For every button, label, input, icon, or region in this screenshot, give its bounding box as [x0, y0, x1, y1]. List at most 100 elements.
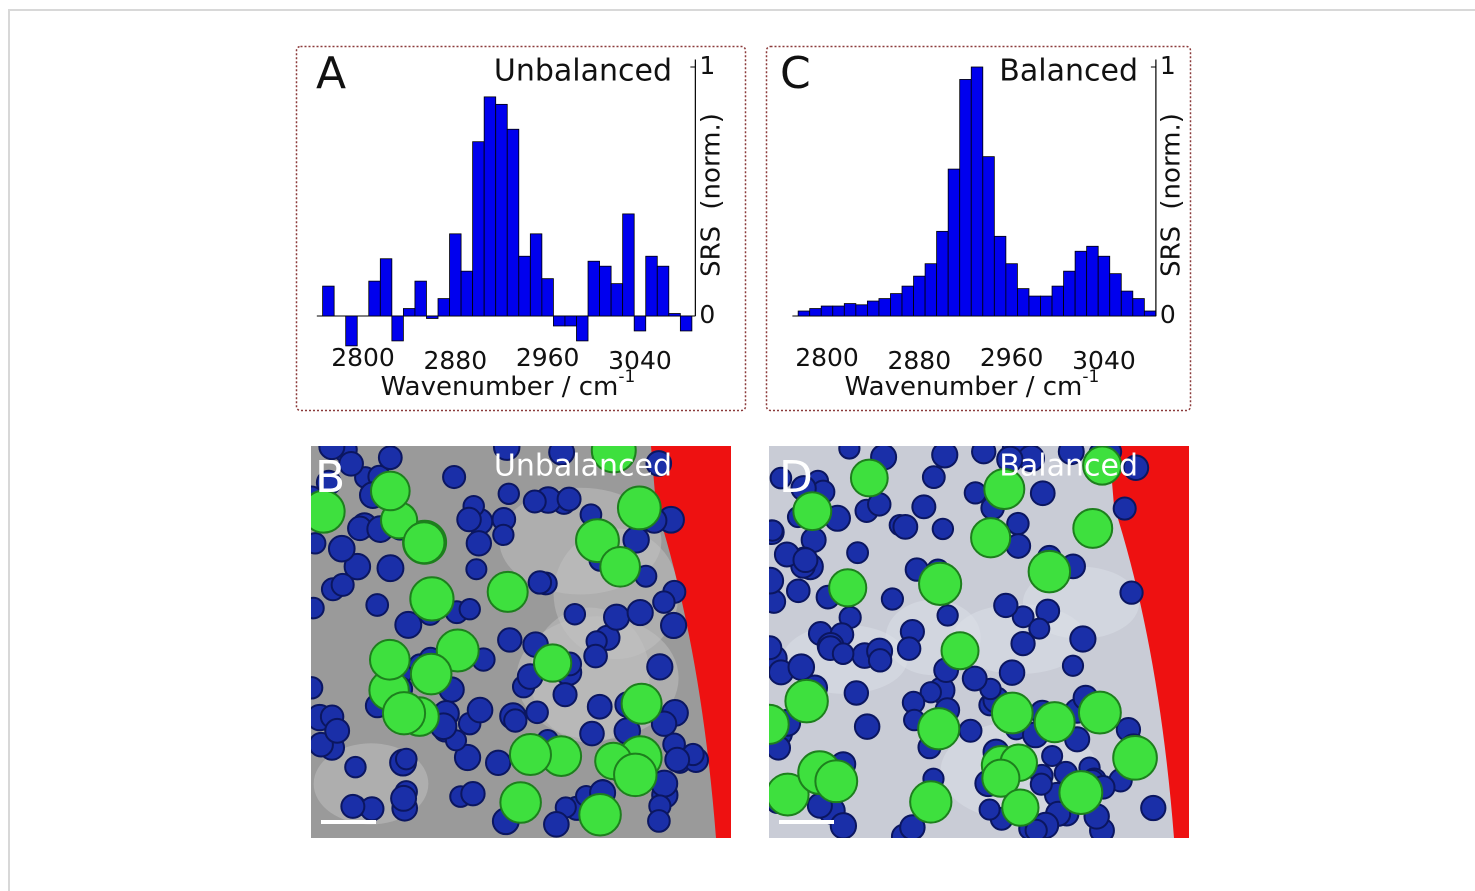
blue-bead [552, 682, 578, 708]
image-label: D [779, 452, 813, 503]
x-tick-label: 3040 [608, 346, 672, 375]
blue-bead [1112, 496, 1137, 521]
bar [936, 230, 949, 317]
bar [541, 278, 554, 317]
blue-bead [456, 506, 482, 533]
blue-bead [660, 611, 688, 640]
bar [1040, 295, 1053, 317]
blue-bead [645, 450, 673, 477]
blue-bead [921, 465, 946, 490]
blue-bead [338, 450, 364, 477]
blue-bead [769, 566, 785, 595]
y-tick-label: 0 [1160, 300, 1176, 329]
blue-bead [458, 598, 481, 621]
green-bead [940, 631, 980, 671]
x-tick-label: 2800 [795, 343, 859, 372]
blue-bead [1140, 794, 1167, 822]
bar [993, 235, 1007, 317]
image-label: B [315, 452, 345, 503]
bar [820, 305, 834, 317]
blue-bead [971, 446, 997, 465]
blue-bead [787, 653, 816, 681]
bar [1051, 285, 1064, 317]
blue-bead [311, 532, 327, 555]
blue-bead [769, 519, 784, 542]
blue-bead [958, 718, 983, 743]
green-bead [1058, 770, 1104, 815]
bar [901, 285, 914, 317]
green-bead [620, 682, 663, 725]
blue-bead [1029, 480, 1056, 507]
micrograph [769, 446, 1189, 838]
bar [576, 315, 589, 342]
green-bead [1112, 735, 1158, 781]
bar [414, 280, 427, 317]
bar [460, 270, 474, 317]
blue-bead [993, 592, 1019, 619]
blue-bead [892, 513, 919, 540]
blue-bead [646, 653, 674, 681]
bar [1143, 310, 1157, 317]
x-axis-label-text: Wavenumber / cm [845, 372, 1083, 402]
bar [1120, 290, 1134, 317]
bar [379, 258, 393, 317]
blue-bead [330, 572, 355, 597]
y-tick-label: 1 [699, 51, 715, 80]
blue-bead [1006, 511, 1030, 536]
panel-box [295, 45, 747, 412]
bar [809, 308, 822, 317]
blue-bead [963, 481, 988, 505]
blue-bead [647, 809, 671, 833]
blue-bead [664, 746, 691, 773]
blue-bead [318, 446, 346, 461]
green-bead [1033, 701, 1076, 744]
bar [1005, 263, 1018, 317]
blue-bead [1119, 580, 1144, 605]
blue-bead [556, 486, 582, 512]
green-bead [613, 752, 658, 798]
bar [878, 298, 891, 317]
blue-bead [1061, 654, 1085, 677]
blue-bead [792, 547, 819, 574]
green-bead [409, 576, 455, 622]
bar [645, 255, 658, 317]
x-tick-label: 2800 [331, 343, 395, 372]
green-bead [508, 733, 552, 777]
blue-bead [579, 720, 605, 747]
bar [797, 310, 811, 317]
bar [1132, 298, 1145, 317]
blue-bead [548, 446, 576, 466]
blue-bead [843, 680, 870, 706]
green-bead [369, 470, 411, 512]
x-axis-label: Wavenumber / cm-1 [845, 367, 1100, 402]
blue-bead [1057, 446, 1085, 466]
blue-bead [466, 696, 494, 724]
green-bead [499, 781, 542, 824]
blue-bead [769, 466, 793, 490]
panel-label: C [780, 48, 811, 99]
x-tick-label: 2960 [516, 343, 580, 372]
bar [587, 260, 600, 317]
blue-bead [831, 642, 855, 666]
green-bead [599, 545, 641, 588]
blue-bead [1024, 818, 1048, 838]
blue-bead [563, 603, 587, 626]
blue-bead [998, 659, 1026, 686]
blue-bead [961, 665, 988, 692]
x-axis-label-text: Wavenumber / cm [381, 372, 619, 402]
image-title: Balanced [999, 449, 1138, 484]
bar [890, 293, 903, 317]
blue-bead [936, 604, 959, 627]
blue-bead [394, 610, 423, 639]
panel-box [765, 45, 1192, 412]
blue-bead [343, 552, 372, 581]
green-bead [983, 467, 1026, 510]
blue-bead [919, 681, 942, 704]
blue-bead [1029, 772, 1053, 796]
bar [1017, 288, 1030, 317]
bar [426, 315, 439, 319]
blue-bead [492, 446, 521, 461]
bar [391, 315, 404, 342]
bar [679, 315, 693, 332]
